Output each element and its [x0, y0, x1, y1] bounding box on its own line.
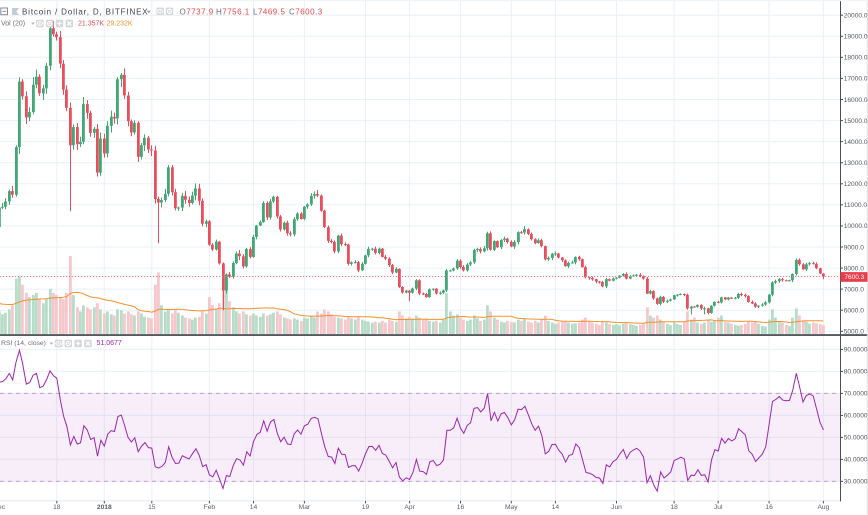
svg-text:19000.0: 19000.0 [844, 34, 868, 41]
svg-text:10000.0: 10000.0 [844, 223, 868, 230]
svg-text:Mar: Mar [299, 504, 311, 511]
svg-text:7600.3: 7600.3 [844, 274, 864, 281]
svg-text:5000.0: 5000.0 [844, 329, 865, 336]
svg-text:12000.0: 12000.0 [844, 181, 868, 188]
svg-text:21.357K: 21.357K [78, 21, 104, 28]
svg-text:8000.0: 8000.0 [844, 265, 865, 272]
svg-text:60.0000: 60.0000 [844, 413, 868, 420]
svg-text:80.0000: 80.0000 [844, 369, 868, 376]
svg-text:May: May [505, 504, 518, 511]
svg-text:29.232K: 29.232K [107, 21, 133, 28]
svg-text:Jun: Jun [611, 504, 622, 511]
svg-text:L7469.5: L7469.5 [253, 7, 285, 16]
svg-text:Apr: Apr [404, 504, 415, 511]
svg-text:C7600.3: C7600.3 [289, 7, 323, 16]
svg-text:18000.0: 18000.0 [844, 55, 868, 62]
svg-text:17000.0: 17000.0 [844, 76, 868, 83]
svg-text:51.0677: 51.0677 [97, 340, 122, 347]
svg-text:Dec: Dec [0, 504, 6, 511]
svg-text:50.0000: 50.0000 [844, 435, 868, 442]
svg-text:13000.0: 13000.0 [844, 160, 868, 167]
svg-text:15000.0: 15000.0 [844, 118, 868, 125]
svg-text:90.0000: 90.0000 [844, 347, 868, 354]
svg-text:Vol (20): Vol (20) [1, 20, 25, 27]
svg-text:16000.0: 16000.0 [844, 97, 868, 104]
svg-text:40.0000: 40.0000 [844, 457, 868, 464]
svg-text:70.0000: 70.0000 [844, 391, 868, 398]
svg-text:Bitcoin / Dollar, D, BITFINEX: Bitcoin / Dollar, D, BITFINEX [22, 7, 148, 16]
svg-text:Aug: Aug [817, 504, 829, 511]
svg-text:O7737.9: O7737.9 [180, 7, 214, 16]
svg-text:19: 19 [362, 504, 370, 511]
svg-text:18: 18 [670, 504, 678, 511]
svg-text:RSI (14, close): RSI (14, close) [1, 340, 46, 347]
svg-text:2018: 2018 [97, 504, 112, 511]
svg-text:Jul: Jul [714, 504, 723, 511]
svg-text:9000.0: 9000.0 [844, 244, 865, 251]
svg-text:15: 15 [148, 504, 156, 511]
svg-text:11000.0: 11000.0 [844, 202, 868, 209]
svg-text:30.0000: 30.0000 [844, 479, 868, 486]
svg-text:18: 18 [53, 504, 61, 511]
svg-text:14: 14 [552, 504, 560, 511]
svg-text:H7756.1: H7756.1 [216, 7, 250, 16]
svg-text:20000.0: 20000.0 [844, 13, 868, 20]
svg-text:14: 14 [250, 504, 258, 511]
svg-text:7000.0: 7000.0 [844, 286, 865, 293]
svg-text:14000.0: 14000.0 [844, 139, 868, 146]
svg-text:Feb: Feb [204, 504, 216, 511]
svg-text:16: 16 [457, 504, 465, 511]
svg-text:6000.0: 6000.0 [844, 308, 865, 315]
svg-text:16: 16 [765, 504, 773, 511]
